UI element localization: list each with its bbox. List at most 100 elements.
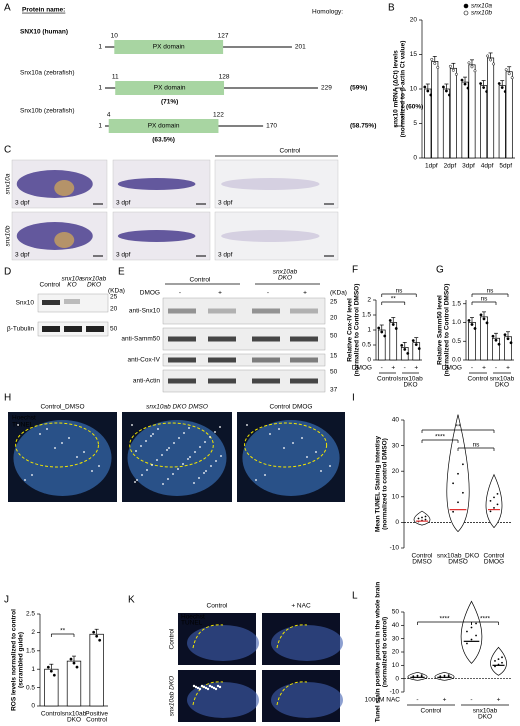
x-tick-label: Control	[41, 711, 63, 718]
y-tick-label: 1	[31, 666, 35, 673]
protein-name: Snx10b (zebrafish)	[20, 108, 75, 115]
tunel-signal	[17, 424, 19, 426]
band	[252, 378, 280, 384]
y-tick-label: 1.5	[362, 312, 371, 319]
legend-marker	[463, 10, 469, 16]
y-tick-label: -10	[390, 545, 400, 552]
data-point	[482, 317, 486, 321]
band	[42, 326, 60, 332]
tunel-signal	[98, 465, 100, 467]
px-domain	[115, 81, 225, 95]
row-label: β-Tubulin	[7, 326, 34, 333]
y-tick-label: 10	[392, 494, 400, 501]
data-point	[92, 630, 96, 634]
band	[290, 378, 318, 384]
data-point	[503, 333, 507, 337]
data-point	[441, 85, 445, 89]
data-point	[501, 656, 503, 659]
tunel-signal	[189, 456, 191, 458]
data-point	[489, 58, 493, 62]
image-title: Control_DMSO	[40, 404, 84, 411]
lane-label: KO	[67, 282, 76, 289]
tunel-signal	[329, 465, 331, 467]
tunel-signal	[194, 451, 196, 453]
significance: **	[60, 628, 66, 635]
data-point	[452, 482, 454, 485]
tunel-signal	[192, 684, 196, 688]
y-axis-label: snx10 mRNA (ΔCt) levels	[393, 50, 400, 128]
kda-marker: 25	[330, 299, 338, 306]
data-point	[412, 675, 415, 678]
data-point	[466, 630, 468, 633]
tissue	[271, 682, 343, 718]
column-header: Control	[280, 148, 302, 155]
tunel-signal	[214, 687, 218, 691]
data-point	[416, 674, 419, 677]
region-outline	[276, 681, 308, 706]
data-point	[52, 673, 56, 677]
data-point	[383, 334, 387, 338]
bar	[424, 88, 432, 159]
tunel-signal	[212, 686, 216, 690]
tunel-signal	[177, 468, 179, 470]
y-tick-label: 15	[410, 51, 418, 58]
significance: **	[391, 296, 397, 303]
band	[168, 336, 196, 342]
group-label: snx10ab	[490, 376, 515, 383]
data-point	[457, 472, 459, 475]
data-point	[403, 347, 407, 351]
panel-label: J	[4, 595, 9, 606]
band	[64, 326, 82, 332]
bar	[449, 67, 457, 159]
y-tick-label: 10	[410, 86, 418, 93]
data-point	[506, 337, 510, 341]
tunel-signal	[205, 470, 207, 472]
band	[252, 357, 280, 363]
tunel-signal	[172, 473, 174, 475]
tunel-signal	[136, 479, 138, 481]
bar	[504, 336, 512, 361]
tunel-signal	[246, 424, 248, 426]
band	[252, 336, 280, 342]
tunel-signal	[31, 474, 33, 476]
data-point	[504, 68, 508, 72]
bar	[468, 64, 476, 159]
treatment-state: +	[303, 290, 307, 297]
tunel-signal	[54, 447, 56, 449]
x-tick-label: 4dpf	[481, 163, 494, 170]
tunel-signal	[199, 446, 201, 448]
y-tick-label: 1	[367, 327, 371, 334]
tunel-signal	[204, 441, 206, 443]
residue: 1	[98, 123, 102, 130]
tunel-signal	[203, 472, 205, 474]
residue: 127	[218, 33, 229, 40]
tunel-signal	[209, 436, 211, 438]
row-label: anti-Snx10	[129, 308, 160, 315]
panel-label: H	[4, 393, 11, 404]
group-label: Control	[421, 708, 443, 715]
tunel-signal	[292, 442, 294, 444]
y-axis-label: (scrambled guide)	[18, 632, 25, 688]
tunel-signal	[194, 685, 198, 689]
residue: 229	[321, 85, 332, 92]
bar	[377, 329, 386, 361]
data-point	[466, 642, 468, 645]
data-point	[424, 515, 427, 518]
embryo	[117, 178, 196, 190]
tunel-signal	[219, 426, 221, 428]
bar	[461, 81, 469, 159]
blot	[162, 369, 326, 393]
tunel-signal	[206, 687, 210, 691]
x-tick-label: Control	[484, 553, 506, 560]
data-point	[496, 493, 499, 495]
domain-label: PX domain	[154, 85, 186, 92]
blot	[162, 327, 326, 351]
bar	[498, 85, 506, 159]
embryo	[221, 230, 320, 242]
panel-label: L	[352, 591, 358, 602]
kda-marker: 50	[330, 369, 338, 376]
band	[64, 299, 80, 304]
embryo	[221, 178, 320, 190]
x-tick-label: +	[391, 365, 395, 372]
band	[168, 357, 196, 363]
